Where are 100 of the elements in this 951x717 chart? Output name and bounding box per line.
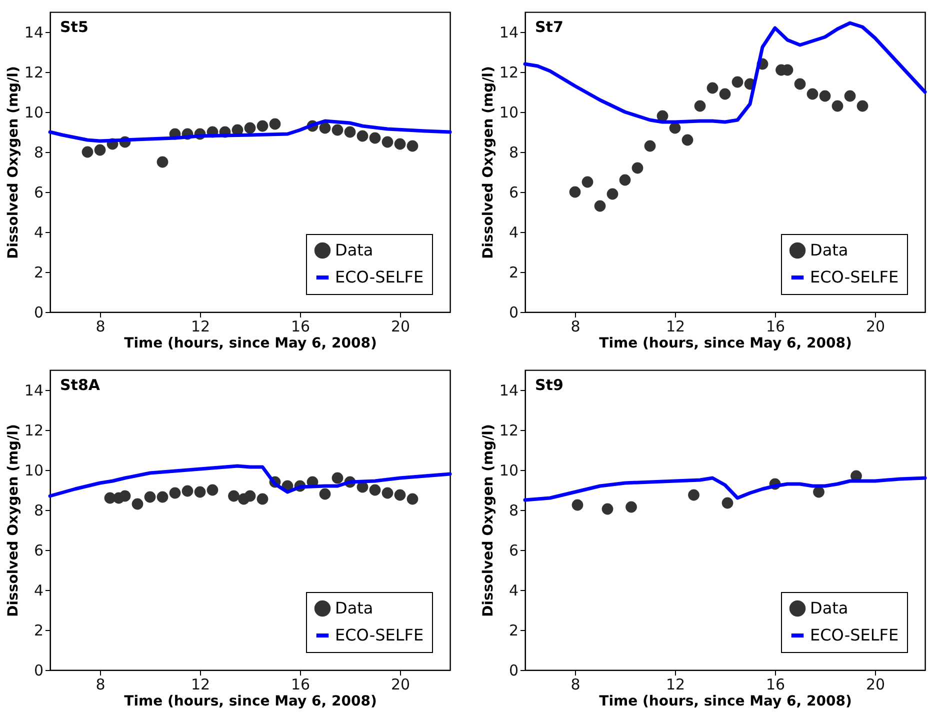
y-tick-label: 10 (499, 462, 518, 480)
y-tick-label: 0 (34, 662, 44, 680)
point (394, 489, 406, 501)
point (319, 122, 331, 134)
point (719, 88, 731, 100)
y-tick-label: 12 (24, 422, 44, 440)
y-tick-label: 4 (34, 224, 44, 242)
point (669, 122, 681, 134)
point (632, 162, 644, 174)
y-tick-label: 0 (508, 304, 518, 322)
point (369, 484, 381, 496)
y-tick-label: 2 (34, 622, 44, 640)
y-tick-label: 14 (24, 382, 44, 400)
point (319, 488, 331, 500)
y-tick-label: 8 (508, 502, 518, 520)
x-tick-label: 12 (666, 318, 686, 336)
line-series (523, 21, 927, 124)
legend-label: ECO-SELFE (335, 268, 424, 286)
x-tick-label: 16 (766, 318, 786, 336)
point (332, 124, 344, 136)
y-tick-label: 2 (508, 622, 518, 640)
chart-title: St7 (535, 18, 564, 36)
line-series (48, 464, 452, 498)
x-tick-label: 20 (390, 318, 410, 336)
point (856, 100, 868, 112)
chart-title: St5 (60, 18, 88, 36)
point (813, 486, 824, 498)
point (572, 499, 584, 511)
point (706, 82, 718, 94)
y-tick-label: 4 (508, 224, 518, 242)
x-tick-label: 8 (96, 318, 106, 336)
x-tick-label: 12 (190, 676, 210, 694)
x-tick-label: 8 (570, 676, 580, 694)
y-tick-label: 12 (499, 422, 518, 440)
point (656, 110, 668, 122)
chart-title: St8A (60, 376, 100, 394)
point (256, 120, 268, 132)
point (182, 485, 194, 497)
y-axis-title: Dissolved Oxygen (mg/l) (480, 424, 496, 617)
y-tick-label: 0 (508, 662, 518, 680)
y-tick-label: 6 (508, 184, 518, 202)
point (569, 186, 581, 198)
x-tick-label: 8 (570, 318, 580, 336)
point (244, 490, 256, 502)
x-tick-label: 8 (96, 676, 106, 694)
x-tick-label: 20 (390, 676, 410, 694)
y-tick-label: 4 (508, 582, 518, 600)
x-axis-title: Time (hours, since May 6, 2008) (599, 694, 852, 710)
point (722, 497, 734, 509)
point (606, 188, 618, 200)
chart-title: St9 (535, 376, 564, 394)
point (394, 138, 406, 150)
y-tick-label: 8 (34, 144, 44, 162)
y-tick-label: 2 (508, 264, 518, 282)
x-tick-label: 16 (290, 318, 310, 336)
point (732, 76, 744, 88)
point (228, 490, 240, 502)
point (382, 136, 394, 148)
point (594, 200, 606, 212)
point (819, 90, 831, 102)
legend-label: Data (810, 598, 848, 618)
y-tick-label: 14 (24, 24, 44, 42)
y-tick-label: 2 (34, 264, 44, 282)
point (132, 498, 144, 510)
legend-label: Data (335, 240, 374, 260)
y-tick-label: 6 (34, 184, 44, 202)
point (169, 487, 181, 499)
line-series (523, 476, 927, 502)
x-tick-label: 12 (190, 318, 210, 336)
point (156, 156, 168, 168)
point (794, 78, 806, 90)
point (806, 88, 818, 100)
y-tick-label: 10 (24, 462, 44, 480)
legend-label: Data (335, 598, 374, 618)
x-axis-title: Time (hours, since May 6, 2008) (599, 336, 852, 352)
point (382, 487, 394, 499)
point (244, 122, 256, 134)
y-tick-label: 8 (508, 144, 518, 162)
point (582, 176, 594, 188)
point (206, 484, 218, 496)
point (644, 140, 656, 152)
x-tick-label: 16 (766, 676, 786, 694)
point (844, 90, 856, 102)
legend-label: ECO-SELFE (810, 268, 899, 286)
legend-label: ECO-SELFE (335, 626, 424, 644)
y-tick-label: 10 (24, 104, 44, 122)
point (694, 100, 706, 112)
y-tick-label: 0 (34, 304, 44, 322)
point (626, 501, 637, 513)
point (682, 134, 694, 146)
point (406, 493, 418, 505)
y-axis-title: Dissolved Oxygen (mg/l) (5, 66, 22, 259)
point (94, 144, 106, 156)
point (832, 100, 844, 112)
point (256, 493, 268, 505)
point (119, 490, 131, 502)
point (602, 503, 614, 515)
y-tick-label: 10 (499, 104, 518, 122)
point (356, 130, 368, 142)
y-axis-title: Dissolved Oxygen (mg/l) (5, 424, 22, 617)
